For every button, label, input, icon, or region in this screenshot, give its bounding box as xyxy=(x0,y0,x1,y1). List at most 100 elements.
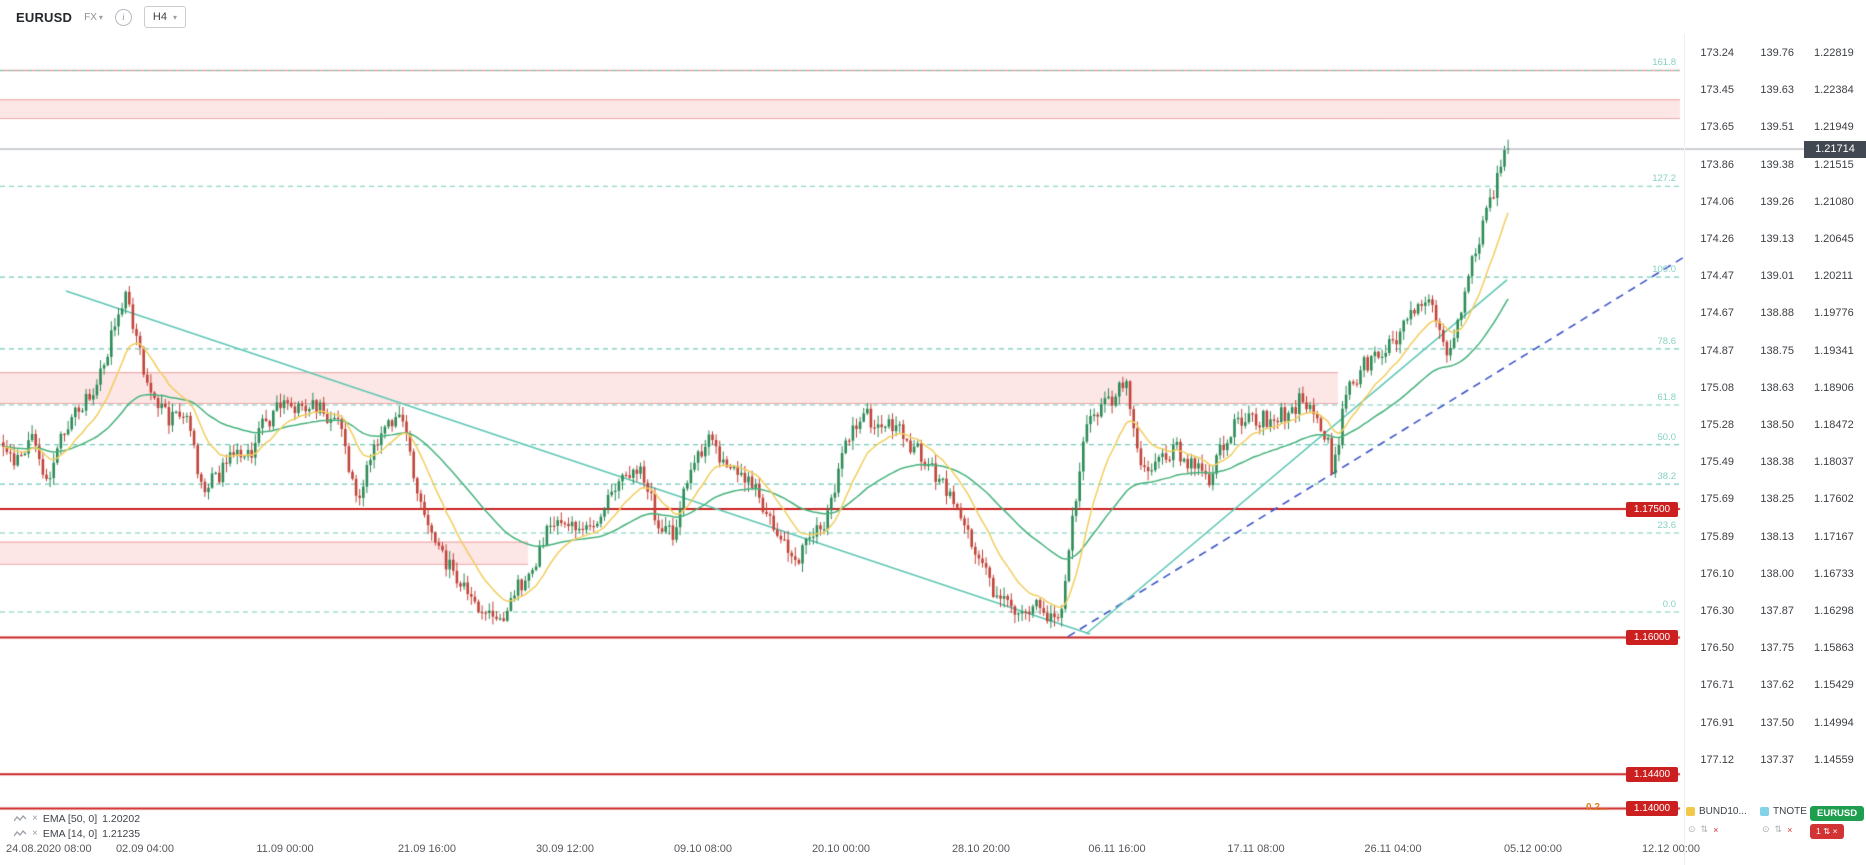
legend-row-ema50: × EMA [50, 0] 1.20202 xyxy=(14,811,140,826)
fib-level-label: 161.8 xyxy=(1652,57,1676,69)
instrument-actions: ⊙ ⇅ × xyxy=(1688,824,1718,835)
price-axis-tnote-label: 138.25 xyxy=(1760,493,1794,506)
indicator-legend: × EMA [50, 0] 1.20202 × EMA [14, 0] 1.21… xyxy=(14,811,140,841)
eye-icon[interactable]: ⊙ xyxy=(1762,824,1770,834)
price-axis-tnote-label: 139.26 xyxy=(1760,195,1794,208)
price-axis-eurusd-label: 1.16298 xyxy=(1814,605,1854,617)
time-axis-label: 05.12 00:00 xyxy=(1503,843,1563,855)
symbol-title: EURUSD xyxy=(16,9,73,25)
axis-separator xyxy=(1684,34,1685,865)
chart-toolbar: EURUSD FX ▾ i H4 ▾ xyxy=(0,0,1866,34)
price-axis-bund10y-label: 175.49 xyxy=(1700,456,1734,469)
price-level-badge: 1.17500 xyxy=(1626,501,1678,517)
fib-level-label: 23.6 xyxy=(1657,519,1677,531)
price-axis-tnote-label: 138.00 xyxy=(1760,567,1794,580)
price-axis-bund10y-label: 176.10 xyxy=(1700,567,1734,580)
price-axis-eurusd-label: 1.17602 xyxy=(1814,493,1854,506)
indicator-value: 1.21235 xyxy=(102,827,141,840)
price-axis-tnote-label: 137.50 xyxy=(1760,716,1794,729)
price-axis-bund10y-label: 175.89 xyxy=(1700,530,1734,543)
price-axis-tnote-label: 137.87 xyxy=(1760,605,1794,617)
price-axis-bund10y-label: 174.87 xyxy=(1700,344,1734,357)
time-axis-label: 21.09 16:00 xyxy=(397,843,457,855)
price-axis-eurusd-label: 1.21515 xyxy=(1814,158,1854,171)
price-axis-tnote-label: 137.37 xyxy=(1760,753,1794,766)
price-axis-eurusd-label: 1.21949 xyxy=(1814,121,1854,134)
price-axis-eurusd-label: 1.15429 xyxy=(1814,679,1854,692)
price-axis-tnote-label: 138.38 xyxy=(1760,456,1794,469)
indicator-label: EMA [14, 0] xyxy=(42,827,98,840)
instrument-chip-tnote[interactable]: TNOTE xyxy=(1760,806,1807,817)
price-axis-bund10y-label: 175.69 xyxy=(1700,493,1734,506)
close-icon[interactable]: × xyxy=(1787,824,1793,835)
price-axis-eurusd-label: 1.15863 xyxy=(1814,642,1854,655)
price-axis-tnote-label: 138.13 xyxy=(1760,530,1794,543)
instrument-actions: ⊙ ⇅ × xyxy=(1762,824,1792,835)
time-axis-label: 20.10 00:00 xyxy=(811,843,871,855)
price-axis-tnote-label: 139.76 xyxy=(1760,47,1794,59)
time-axis-label: 17.11 08:00 xyxy=(1227,843,1285,855)
indicator-wave-icon xyxy=(14,829,27,836)
time-axis-label: 09.10 08:00 xyxy=(673,843,733,855)
time-axis-label: 26.11 04:00 xyxy=(1364,843,1422,855)
time-axis-label: 06.11 16:00 xyxy=(1088,843,1146,855)
instrument-chip-eurusd[interactable]: EURUSD xyxy=(1810,806,1865,821)
swap-icon[interactable]: ⇅ xyxy=(1774,824,1783,834)
close-icon[interactable]: × xyxy=(32,828,38,839)
price-axis-eurusd-label: 1.14994 xyxy=(1814,716,1854,729)
price-level-badge: 1.16000 xyxy=(1626,629,1678,645)
time-axis-label: 12.12 00:00 xyxy=(1641,843,1701,855)
price-axis-bund10y-label: 177.12 xyxy=(1700,753,1734,766)
price-axis-bund10y-label: 175.08 xyxy=(1700,381,1734,394)
instrument-chip-bund10[interactable]: BUND10... xyxy=(1686,806,1747,817)
price-axis-tnote-label: 139.51 xyxy=(1760,121,1794,134)
price-axis-eurusd-label: 1.14559 xyxy=(1814,753,1854,766)
price-axis-tnote-label: 138.50 xyxy=(1760,419,1794,431)
price-axis-tnote-label: 137.75 xyxy=(1760,642,1794,655)
market-type-label: FX xyxy=(84,11,97,23)
eye-icon[interactable]: ⊙ xyxy=(1688,824,1696,834)
price-axis-bund10y-label: 175.28 xyxy=(1700,419,1734,431)
price-axis-tnote-label: 139.13 xyxy=(1760,233,1794,245)
price-axis-bund10y-label: 173.24 xyxy=(1700,47,1734,59)
price-axis-tnote-label: 139.01 xyxy=(1760,270,1794,283)
timeframe-label: H4 xyxy=(152,11,167,23)
price-axis-eurusd-label: 1.20211 xyxy=(1814,270,1853,283)
price-axis-bund10y-label: 174.26 xyxy=(1700,233,1734,245)
price-axis-bund10y-label: 176.71 xyxy=(1700,679,1734,692)
instrument-label: TNOTE xyxy=(1773,806,1807,817)
close-icon[interactable]: × xyxy=(32,813,38,824)
price-level-badge: 1.14400 xyxy=(1626,766,1678,782)
swap-icon[interactable]: ⇅ xyxy=(1700,824,1709,834)
chevron-down-icon: ▾ xyxy=(98,12,103,22)
price-axis-tnote-label: 138.75 xyxy=(1760,344,1794,357)
close-icon[interactable]: × xyxy=(1713,824,1719,835)
price-axis-eurusd-label: 1.21080 xyxy=(1814,195,1854,208)
instrument-label: BUND10... xyxy=(1699,806,1747,817)
price-axis-bund10y-label: 173.86 xyxy=(1700,158,1734,171)
price-axis-bund10y-label: 174.67 xyxy=(1700,307,1734,320)
time-axis-label: 02.09 04:00 xyxy=(115,843,175,855)
price-axis-eurusd-label: 1.16733 xyxy=(1814,567,1854,580)
price-axis-tnote-label: 137.62 xyxy=(1760,679,1794,692)
price-axis-eurusd-label: 1.20645 xyxy=(1814,233,1854,245)
price-axis-bund10y-label: 176.91 xyxy=(1700,716,1734,729)
time-axis-label: 11.09 00:00 xyxy=(256,843,314,855)
time-axis-label: 28.10 20:00 xyxy=(951,843,1011,855)
info-icon[interactable]: i xyxy=(114,8,132,26)
indicator-wave-icon xyxy=(14,814,27,821)
price-level-badge: 1.14000 xyxy=(1626,801,1678,817)
market-type-dropdown[interactable]: FX ▾ xyxy=(84,12,103,23)
drawing-label: 0.2... xyxy=(1586,801,1609,813)
current-price-badge: 1.21714 xyxy=(1804,140,1866,158)
price-axis-eurusd-label: 1.17167 xyxy=(1814,530,1854,543)
price-axis-bund10y-label: 173.65 xyxy=(1700,121,1734,134)
price-axis-bund10y-label: 173.45 xyxy=(1700,84,1734,97)
timeframe-dropdown[interactable]: H4 ▾ xyxy=(143,6,186,28)
indicator-label: EMA [50, 0] xyxy=(42,812,98,825)
instrument-color-swatch xyxy=(1760,807,1769,816)
instrument-close-badge[interactable]: 1 ⇅ × xyxy=(1810,824,1844,839)
price-axis-tnote-label: 139.38 xyxy=(1760,158,1794,171)
price-axis-eurusd-label: 1.19776 xyxy=(1814,307,1854,320)
